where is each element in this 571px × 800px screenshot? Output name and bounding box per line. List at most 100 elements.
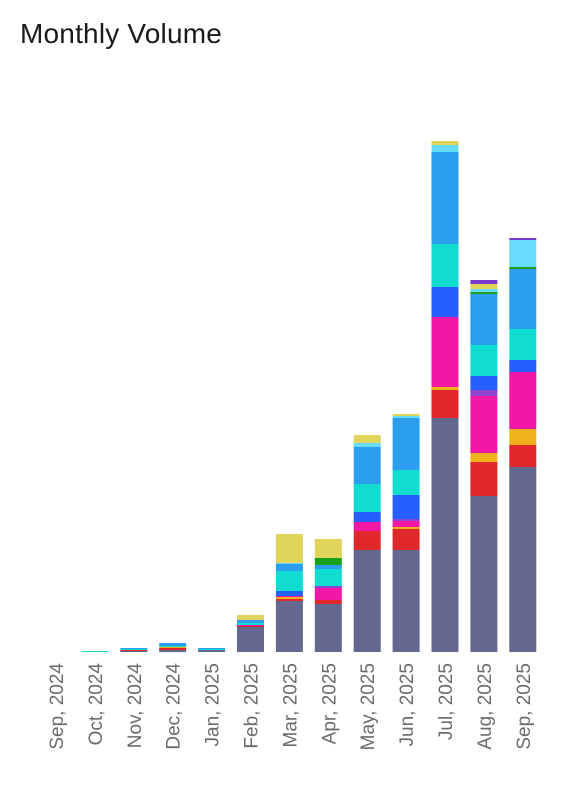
bar-segment[interactable]	[237, 615, 264, 620]
bar-segment[interactable]	[120, 650, 148, 651]
bar-segment[interactable]	[159, 643, 187, 646]
bar-segment[interactable]	[392, 495, 420, 519]
bar-segment[interactable]	[275, 597, 303, 599]
x-tick-label: Dec, 2024	[164, 663, 185, 750]
bar-segment[interactable]	[392, 418, 420, 470]
bar-segment[interactable]	[470, 289, 498, 292]
bar-segment[interactable]	[314, 539, 342, 558]
bar-segment[interactable]	[237, 620, 264, 623]
bar-segment[interactable]	[275, 601, 303, 652]
x-tick-label: Feb, 2025	[242, 663, 263, 749]
bar-segment[interactable]	[509, 238, 537, 240]
bar-segment[interactable]	[120, 651, 148, 652]
chart-title: Monthly Volume	[20, 18, 223, 49]
bar-segment[interactable]	[237, 626, 264, 627]
bar-segment[interactable]	[353, 550, 381, 652]
bar-segment[interactable]	[470, 462, 498, 496]
bar-segment[interactable]	[392, 527, 420, 529]
bar-segment[interactable]	[470, 453, 498, 462]
bar-segment[interactable]	[353, 435, 381, 443]
bar-segment[interactable]	[275, 534, 303, 563]
bar-segment[interactable]	[314, 588, 342, 600]
bar-segment[interactable]	[237, 625, 264, 626]
x-tick-label: Nov, 2024	[125, 663, 146, 749]
bar-segment[interactable]	[198, 650, 226, 652]
x-tick-label: Jan, 2025	[203, 663, 224, 746]
bar-segment[interactable]	[237, 627, 264, 652]
bar-segment[interactable]	[470, 284, 498, 289]
bar-segment[interactable]	[314, 604, 342, 652]
bar-segment[interactable]	[198, 649, 226, 650]
x-tick-label: Jul, 2025	[436, 663, 457, 740]
bar-segment[interactable]	[470, 496, 498, 652]
bar-segment[interactable]	[431, 418, 459, 652]
bar-segment[interactable]	[314, 565, 342, 569]
bar-segment[interactable]	[509, 360, 537, 372]
bar-segment[interactable]	[431, 317, 459, 387]
bar-segment[interactable]	[392, 519, 420, 521]
bar-segment[interactable]	[431, 387, 459, 390]
bar-segment[interactable]	[509, 445, 537, 467]
bar-segment[interactable]	[470, 292, 498, 294]
bar-segment[interactable]	[353, 531, 381, 550]
bar-segment[interactable]	[431, 152, 459, 244]
bar-segment[interactable]	[314, 600, 342, 604]
bar-segment[interactable]	[509, 467, 537, 652]
bar-segment[interactable]	[120, 648, 148, 649]
bar-segment[interactable]	[392, 529, 420, 550]
x-tick-label: Oct, 2024	[86, 663, 107, 746]
bar-segment[interactable]	[353, 522, 381, 531]
x-tick-label: Apr, 2025	[319, 663, 340, 744]
bar-segment[interactable]	[509, 372, 537, 429]
bar-segment[interactable]	[159, 646, 187, 647]
bar-segment[interactable]	[81, 651, 109, 652]
bar-segment[interactable]	[470, 396, 498, 453]
bar-segment[interactable]	[353, 443, 381, 447]
bar-segment[interactable]	[509, 329, 537, 360]
bar-segment[interactable]	[470, 345, 498, 376]
bar-segment[interactable]	[353, 484, 381, 512]
bar-segment[interactable]	[275, 591, 303, 596]
x-tick-label: Sep, 2024	[47, 663, 68, 750]
bar-segment[interactable]	[275, 564, 303, 571]
bar-segment[interactable]	[392, 550, 420, 652]
bar-segment[interactable]	[470, 280, 498, 284]
bar-segment[interactable]	[509, 429, 537, 445]
bar-segment[interactable]	[392, 470, 420, 495]
x-tick-label: Sep, 2025	[514, 663, 535, 750]
x-tick-label: Jun, 2025	[397, 663, 418, 746]
bars-group	[81, 141, 537, 652]
x-tick-label: Aug, 2025	[475, 663, 496, 750]
bar-segment[interactable]	[509, 269, 537, 329]
bar-segment[interactable]	[275, 563, 303, 564]
bar-segment[interactable]	[237, 623, 264, 625]
bar-segment[interactable]	[159, 648, 187, 650]
x-tick-labels: Sep, 2024 Oct, 2024 Nov, 2024 Dec, 2024 Jan,…	[47, 663, 535, 751]
bar-segment[interactable]	[392, 521, 420, 527]
bar-segment[interactable]	[509, 267, 537, 269]
bar-segment[interactable]	[470, 294, 498, 345]
bar-segment[interactable]	[392, 416, 420, 418]
bar-segment[interactable]	[314, 586, 342, 588]
bar-segment[interactable]	[353, 512, 381, 522]
bar-segment[interactable]	[470, 390, 498, 396]
bar-segment[interactable]	[353, 447, 381, 484]
bar-segment[interactable]	[392, 414, 420, 416]
bar-segment[interactable]	[275, 571, 303, 591]
bar-segment[interactable]	[275, 599, 303, 601]
bar-segment[interactable]	[159, 647, 187, 648]
bar-segment[interactable]	[198, 648, 226, 649]
bar-segment[interactable]	[470, 376, 498, 390]
bar-segment[interactable]	[120, 649, 148, 650]
bar-segment[interactable]	[275, 596, 303, 597]
bar-segment[interactable]	[431, 145, 459, 152]
bar-segment[interactable]	[509, 240, 537, 267]
bar-segment[interactable]	[431, 390, 459, 418]
bar-segment[interactable]	[431, 287, 459, 317]
bar-segment[interactable]	[314, 558, 342, 565]
bar-segment[interactable]	[431, 244, 459, 287]
bar-segment[interactable]	[159, 650, 187, 652]
bar-segment[interactable]	[431, 141, 459, 145]
bar-segment[interactable]	[314, 569, 342, 586]
